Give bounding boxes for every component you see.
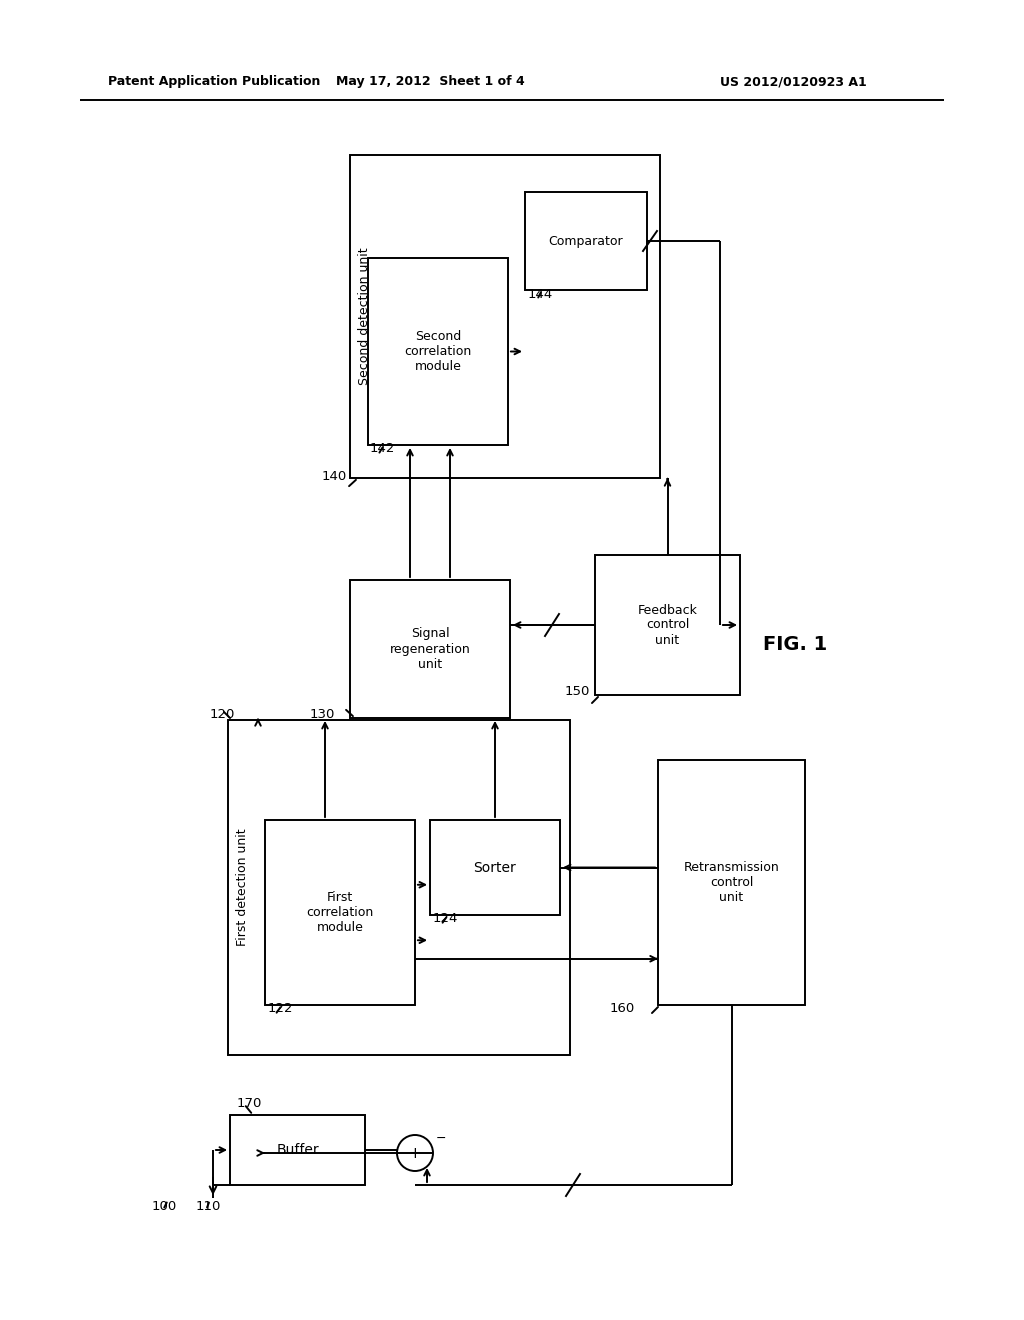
Text: 142: 142 (370, 442, 395, 455)
Text: Comparator: Comparator (549, 235, 624, 248)
FancyBboxPatch shape (525, 191, 647, 290)
Text: 100: 100 (152, 1200, 177, 1213)
FancyBboxPatch shape (430, 820, 560, 915)
Text: 130: 130 (310, 708, 336, 721)
Text: 122: 122 (268, 1002, 294, 1015)
Text: 160: 160 (610, 1002, 635, 1015)
Text: First detection unit: First detection unit (236, 829, 249, 946)
Text: Feedback
control
unit: Feedback control unit (638, 603, 697, 647)
FancyBboxPatch shape (230, 1115, 365, 1185)
Text: 144: 144 (528, 288, 553, 301)
Text: Second
correlation
module: Second correlation module (404, 330, 472, 374)
Text: US 2012/0120923 A1: US 2012/0120923 A1 (720, 75, 866, 88)
FancyBboxPatch shape (658, 760, 805, 1005)
FancyBboxPatch shape (368, 257, 508, 445)
Text: 110: 110 (196, 1200, 221, 1213)
Text: May 17, 2012  Sheet 1 of 4: May 17, 2012 Sheet 1 of 4 (336, 75, 524, 88)
Text: FIG. 1: FIG. 1 (763, 635, 827, 655)
Text: 124: 124 (433, 912, 459, 925)
Text: First
correlation
module: First correlation module (306, 891, 374, 935)
Text: Buffer: Buffer (276, 1143, 318, 1158)
FancyBboxPatch shape (228, 719, 570, 1055)
Text: −: − (436, 1133, 446, 1144)
Text: 120: 120 (210, 708, 236, 721)
Text: Second detection unit: Second detection unit (357, 248, 371, 385)
Text: +: + (409, 1146, 421, 1160)
Text: Patent Application Publication: Patent Application Publication (108, 75, 321, 88)
Text: Signal
regeneration
unit: Signal regeneration unit (389, 627, 470, 671)
Text: Retransmission
control
unit: Retransmission control unit (684, 861, 779, 904)
Text: 140: 140 (322, 470, 347, 483)
FancyBboxPatch shape (595, 554, 740, 696)
Text: 170: 170 (237, 1097, 262, 1110)
FancyBboxPatch shape (265, 820, 415, 1005)
FancyBboxPatch shape (350, 154, 660, 478)
Text: Sorter: Sorter (474, 861, 516, 874)
Text: 150: 150 (565, 685, 591, 698)
FancyBboxPatch shape (350, 579, 510, 718)
